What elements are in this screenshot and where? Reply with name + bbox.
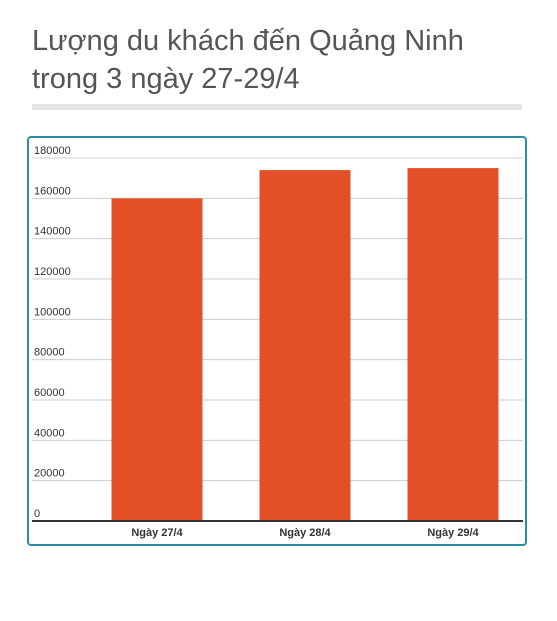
bar (259, 170, 351, 521)
y-tick-label: 140000 (34, 226, 71, 238)
title-divider (32, 104, 522, 110)
y-tick-label: 100000 (34, 306, 71, 318)
y-tick-label: 80000 (34, 347, 65, 359)
y-tick-label: 120000 (34, 266, 71, 278)
bar (111, 198, 203, 522)
chart-frame: 0 20000 40000 60000 80000 100000 120000 140000 1… (27, 136, 527, 546)
chart-title: Lượng du khách đến Quảng Ninh trong 3 ng… (32, 25, 464, 95)
bar-chart: 0 20000 40000 60000 80000 100000 120000 140000 1… (32, 145, 523, 539)
y-tick-label: 0 (34, 508, 40, 520)
bar (407, 168, 499, 522)
y-tick-label: 180000 (34, 145, 71, 157)
bars (111, 168, 499, 522)
x-tick-label: Ngày 27/4 (131, 527, 183, 539)
y-tick-label: 20000 (34, 468, 65, 480)
y-axis-ticks: 0 20000 40000 60000 80000 100000 120000 140000 1… (34, 145, 71, 520)
x-axis-ticks: Ngày 27/4 Ngày 28/4 Ngày 29/4 (131, 527, 479, 539)
y-tick-label: 40000 (34, 427, 65, 439)
y-tick-label: 60000 (34, 387, 65, 399)
x-tick-label: Ngày 29/4 (427, 527, 479, 539)
y-tick-label: 160000 (34, 185, 71, 197)
x-tick-label: Ngày 28/4 (279, 527, 331, 539)
